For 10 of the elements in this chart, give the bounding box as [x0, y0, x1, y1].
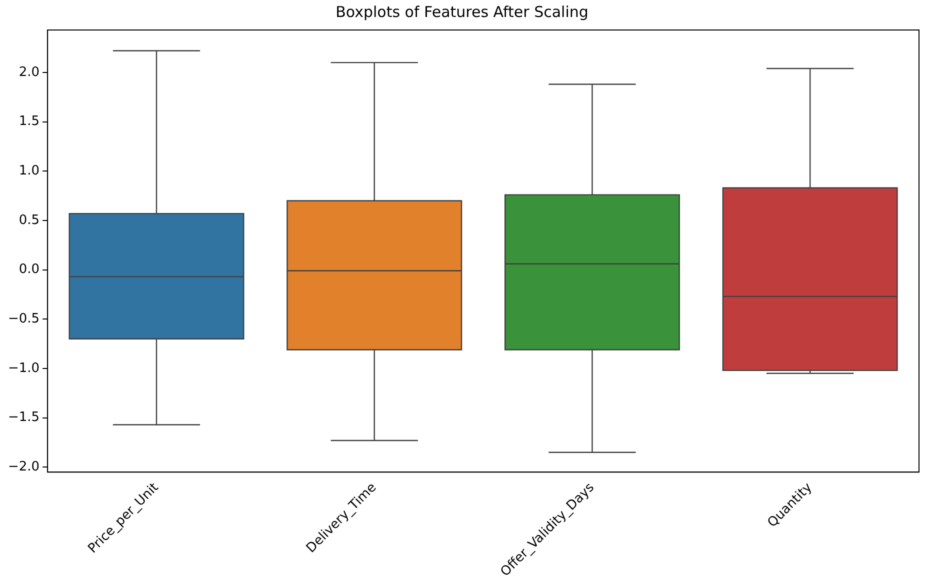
- chart-title: Boxplots of Features After Scaling: [336, 2, 588, 21]
- y-tick-label: 1.5: [18, 114, 40, 130]
- y-tick-label: 1.0: [18, 163, 40, 178]
- y-tick-label: 0.0: [18, 262, 40, 278]
- y-tick-label: −1.0: [8, 360, 40, 376]
- y-tick-label: 0.5: [18, 212, 40, 228]
- y-tick-label: −2.0: [8, 460, 40, 475]
- y-tick-label: −0.5: [8, 312, 40, 327]
- y-tick-label: −1.5: [8, 410, 40, 426]
- y-tick-label: 2.0: [18, 64, 40, 80]
